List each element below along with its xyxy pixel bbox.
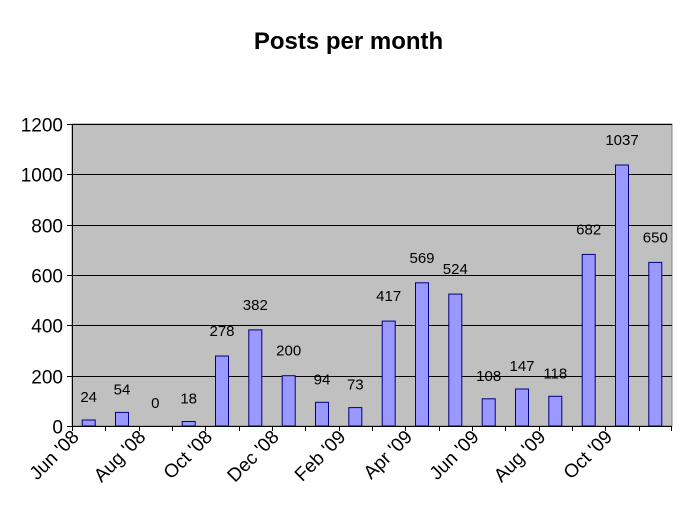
gridlines	[72, 124, 672, 377]
bar	[481, 398, 496, 427]
bars	[81, 164, 663, 427]
x-tick-label: Jun '09	[426, 427, 484, 485]
x-tick-label: Feb '09	[291, 427, 350, 486]
bar	[181, 421, 196, 427]
bar	[115, 411, 129, 427]
x-tick-label: Oct '08	[160, 427, 217, 484]
y-tick-label: 1200	[21, 116, 63, 137]
x-tick-label: Oct '09	[560, 427, 617, 484]
data-label: 278	[209, 323, 234, 340]
x-tick-label: Aug '08	[90, 427, 150, 487]
data-label: 94	[314, 371, 331, 388]
data-label: 650	[643, 229, 668, 246]
data-label: 24	[80, 389, 97, 406]
x-tick-label: Aug '09	[490, 427, 550, 487]
chart-title: Posts per month	[253, 28, 444, 55]
y-tick-label: 400	[31, 317, 63, 338]
bar	[648, 261, 663, 427]
data-label: 524	[443, 261, 468, 278]
bar	[81, 419, 96, 427]
data-label: 0	[151, 395, 159, 412]
data-label: 73	[347, 377, 364, 394]
y-tick-label: 800	[31, 217, 63, 238]
data-label: 569	[409, 250, 434, 267]
data-label: 54	[114, 381, 131, 398]
bar	[615, 164, 629, 427]
y-tick-label: 1000	[21, 166, 63, 187]
bar	[515, 388, 529, 427]
data-label: 147	[509, 358, 534, 375]
data-label: 417	[376, 288, 401, 305]
bar	[448, 293, 463, 427]
bar	[548, 395, 563, 427]
y-tick-label: 600	[31, 267, 63, 288]
bar	[215, 355, 229, 427]
data-label: 18	[180, 391, 197, 408]
bar	[248, 329, 263, 427]
bar	[348, 407, 363, 427]
data-label: 118	[543, 365, 567, 382]
bar	[281, 375, 296, 427]
bar	[315, 401, 329, 427]
y-tick-label: 0	[52, 418, 63, 439]
y-tick-label: 200	[31, 368, 63, 389]
data-labels: 24 54 0 18 278 382 200 94 73 417 569 524 108 147 118 68…	[80, 132, 667, 412]
bar	[415, 282, 429, 427]
bar	[381, 320, 396, 427]
x-tick-label: Dec '08	[224, 427, 284, 487]
data-label: 382	[243, 297, 268, 314]
data-label: 1037	[605, 132, 638, 149]
data-label: 108	[476, 368, 501, 385]
x-tick-label: Apr '09	[360, 427, 417, 484]
bar	[581, 253, 596, 427]
data-label: 200	[276, 343, 301, 360]
data-label: 682	[576, 221, 601, 238]
